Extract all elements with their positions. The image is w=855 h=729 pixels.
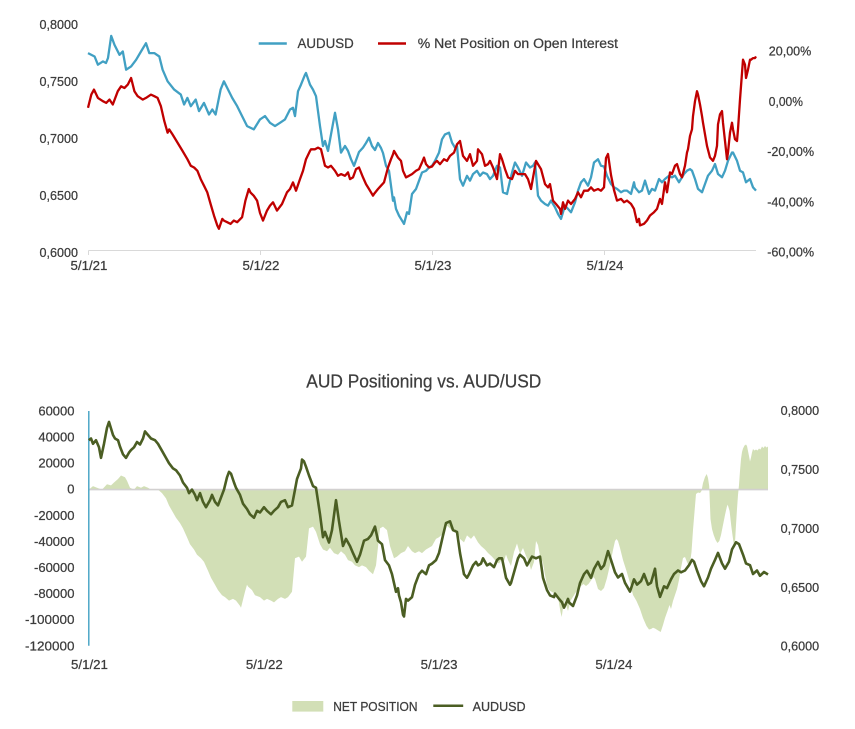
svg-text:5/1/21: 5/1/21 (71, 657, 108, 672)
svg-text:AUDUSD: AUDUSD (473, 700, 526, 714)
svg-text:0,8000: 0,8000 (40, 17, 79, 32)
svg-text:NET POSITION: NET POSITION (333, 700, 417, 714)
svg-text:0,6000: 0,6000 (40, 245, 79, 260)
svg-text:-40000: -40000 (34, 534, 74, 549)
svg-text:-60,00%: -60,00% (767, 245, 814, 260)
svg-text:-60000: -60000 (34, 560, 74, 575)
svg-text:-100000: -100000 (25, 612, 75, 627)
svg-text:5/1/24: 5/1/24 (587, 258, 624, 273)
svg-text:5/1/24: 5/1/24 (595, 657, 632, 672)
svg-text:0,7000: 0,7000 (40, 131, 79, 146)
svg-text:AUD Positioning vs. AUD/USD: AUD Positioning vs. AUD/USD (306, 372, 541, 392)
svg-text:-40,00%: -40,00% (767, 194, 814, 209)
svg-text:0,6500: 0,6500 (40, 188, 79, 203)
svg-text:-80000: -80000 (34, 586, 74, 601)
svg-text:5/1/23: 5/1/23 (415, 258, 452, 273)
svg-text:0,7500: 0,7500 (781, 462, 820, 477)
svg-text:0,00%: 0,00% (769, 94, 803, 109)
svg-text:40000: 40000 (38, 430, 74, 445)
svg-text:-20000: -20000 (34, 508, 74, 523)
svg-text:20000: 20000 (38, 456, 74, 471)
svg-text:5/1/23: 5/1/23 (421, 657, 458, 672)
svg-text:0,7500: 0,7500 (40, 74, 79, 89)
svg-text:5/1/22: 5/1/22 (246, 657, 283, 672)
svg-text:0,6500: 0,6500 (781, 580, 820, 595)
svg-text:0,8000: 0,8000 (781, 403, 820, 418)
svg-text:60000: 60000 (38, 403, 74, 418)
svg-text:0: 0 (67, 482, 74, 497)
svg-text:5/1/21: 5/1/21 (71, 258, 108, 273)
svg-text:0,7000: 0,7000 (781, 521, 820, 536)
svg-text:0,6000: 0,6000 (781, 639, 820, 654)
svg-text:5/1/22: 5/1/22 (243, 258, 280, 273)
svg-text:-120000: -120000 (25, 638, 75, 653)
svg-text:AUDUSD: AUDUSD (298, 36, 354, 51)
svg-text:20,00%: 20,00% (769, 44, 812, 59)
svg-text:-20,00%: -20,00% (767, 144, 814, 159)
svg-text:% Net Position on Open Interes: % Net Position on Open Interest (418, 36, 618, 51)
